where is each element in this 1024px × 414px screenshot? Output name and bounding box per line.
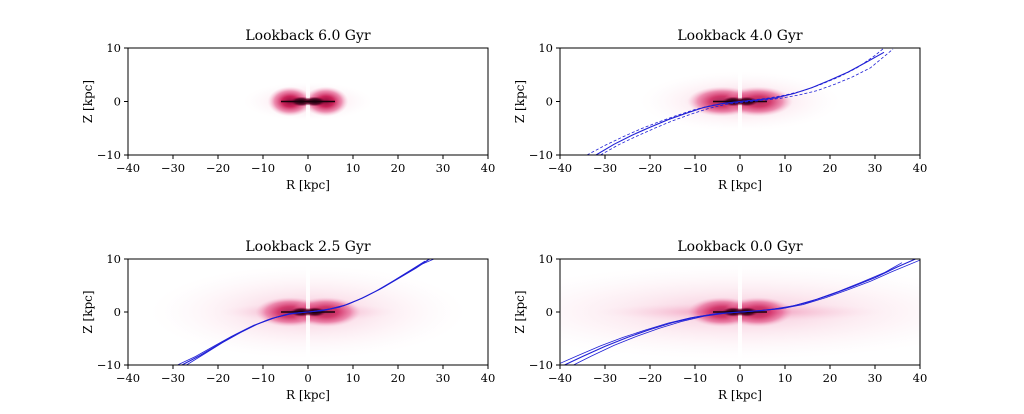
warp-lower-line <box>560 259 920 364</box>
y-tick-label: −10 <box>97 358 121 372</box>
x-axis-label: R [kpc] <box>286 388 330 402</box>
warp-fit-line <box>595 51 885 155</box>
x-tick-label: −20 <box>206 371 230 385</box>
y-axis-label: Z [kpc] <box>513 290 527 333</box>
x-tick-label: 0 <box>736 371 743 385</box>
y-tick-label: 0 <box>114 305 121 319</box>
x-tick-label: −20 <box>638 161 662 175</box>
x-tick-label: 0 <box>304 161 311 175</box>
panel-title: Lookback 6.0 Gyr <box>245 28 371 44</box>
y-tick-label: 0 <box>114 95 121 109</box>
x-tick-label: −30 <box>593 371 617 385</box>
x-tick-label: 30 <box>868 371 883 385</box>
x-tick-label: 10 <box>778 371 793 385</box>
y-tick-label: 10 <box>106 41 121 55</box>
x-axis-label: R [kpc] <box>718 178 762 192</box>
warp-upper-line <box>586 48 885 155</box>
panel-3: −40 −30 −20 −10 0 10 20 30 40 −10 0 10 Lookback 2.5 … <box>81 239 495 402</box>
x-tick-label: −30 <box>161 161 185 175</box>
x-tick-label: −10 <box>683 161 707 175</box>
x-tick-label: −40 <box>116 371 140 385</box>
panel-1: −40 −30 −20 −10 0 10 20 30 40 −10 0 10 Lookback 6.0 … <box>81 28 495 192</box>
y-tick-label: −10 <box>529 148 553 162</box>
x-tick-label: 20 <box>823 161 838 175</box>
x-tick-label: −10 <box>683 371 707 385</box>
x-tick-label: 20 <box>823 371 838 385</box>
x-tick-label: −20 <box>638 371 662 385</box>
x-axis-label: R [kpc] <box>286 178 330 192</box>
y-tick-label: 10 <box>538 41 553 55</box>
y-tick-label: −10 <box>97 148 121 162</box>
x-tick-label: −10 <box>251 371 275 385</box>
y-tick-label: 10 <box>106 252 121 266</box>
x-tick-label: 0 <box>304 371 311 385</box>
x-tick-label: 40 <box>481 161 496 175</box>
x-tick-label: 0 <box>736 161 743 175</box>
x-tick-label: −20 <box>206 161 230 175</box>
x-tick-label: −40 <box>548 371 572 385</box>
panel-4: −40 −30 −20 −10 0 10 20 30 40 −10 0 10 Lookback 0.0 … <box>513 239 928 402</box>
x-tick-label: 10 <box>778 161 793 175</box>
panel-title: Lookback 0.0 Gyr <box>677 239 803 255</box>
y-axis-label: Z [kpc] <box>81 290 95 333</box>
x-tick-label: 10 <box>346 371 361 385</box>
x-tick-label: 40 <box>481 371 496 385</box>
x-tick-label: 10 <box>346 161 361 175</box>
x-tick-label: 40 <box>913 371 928 385</box>
x-tick-label: −10 <box>251 161 275 175</box>
plot-area <box>560 259 920 365</box>
y-tick-label: −10 <box>529 358 553 372</box>
y-tick-label: 0 <box>546 95 553 109</box>
panel-2: −40 −30 −20 −10 0 10 20 30 40 −10 0 10 Lookback 4.0 … <box>513 28 927 192</box>
x-tick-label: −30 <box>593 161 617 175</box>
warp-lower-line <box>177 260 426 365</box>
x-tick-label: 30 <box>436 161 451 175</box>
x-tick-label: −40 <box>548 161 572 175</box>
x-tick-label: 20 <box>391 161 406 175</box>
x-tick-label: −30 <box>161 371 185 385</box>
plot-area <box>243 48 373 155</box>
x-tick-label: 30 <box>868 161 883 175</box>
x-tick-label: −40 <box>116 161 140 175</box>
panel-title: Lookback 2.5 Gyr <box>245 239 371 255</box>
y-axis-label: Z [kpc] <box>513 80 527 123</box>
x-axis-label: R [kpc] <box>718 388 762 402</box>
y-tick-label: 0 <box>546 305 553 319</box>
plot-area <box>586 48 894 155</box>
y-tick-label: 10 <box>538 252 553 266</box>
plot-area <box>149 259 467 365</box>
panel-title: Lookback 4.0 Gyr <box>677 28 803 44</box>
x-tick-label: 40 <box>913 161 928 175</box>
y-axis-label: Z [kpc] <box>81 80 95 123</box>
x-tick-label: 30 <box>436 371 451 385</box>
x-tick-label: 20 <box>391 371 406 385</box>
